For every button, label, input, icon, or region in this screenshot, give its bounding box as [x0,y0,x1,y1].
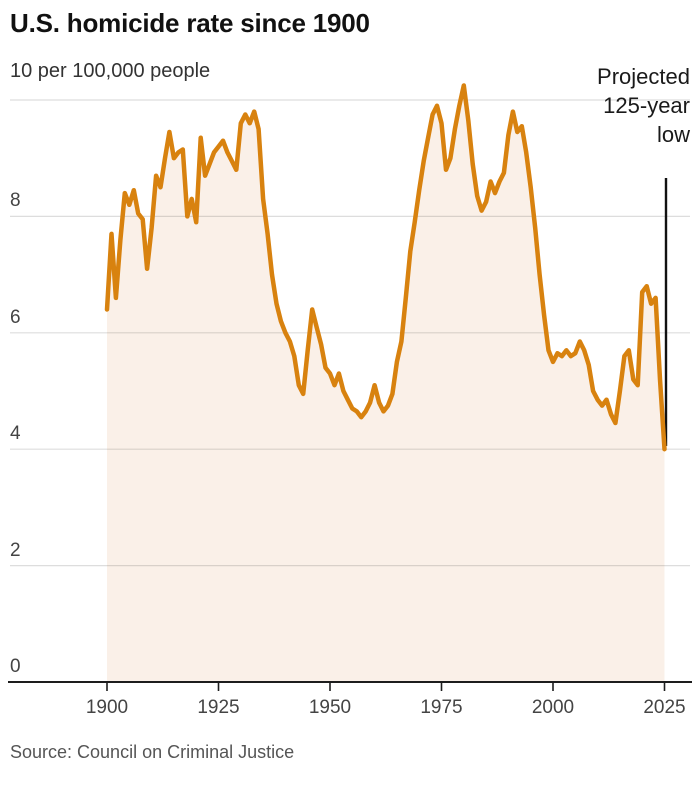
x-tick-label-1950: 1950 [308,697,352,718]
y-tick-label-0: 0 [10,656,21,677]
x-tick-label-2025: 2025 [643,697,686,718]
x-tick-label-1900: 1900 [85,697,129,718]
y-tick-label-6: 6 [10,306,21,328]
area-fill [107,85,665,682]
projected-low-annotation: Projected 125-year low [597,62,690,149]
annotation-line-3: low [656,122,690,147]
x-tick-label-1975: 1975 [420,697,463,718]
page-title: U.S. homicide rate since 1900 [10,8,370,38]
homicide-rate-line [104,83,667,452]
x-tick-label-2000: 2000 [531,697,575,718]
x-tick-label-1925: 1925 [197,697,240,718]
y-tick-label-2: 2 [10,539,21,561]
y-axis-unit-label: 10 per 100,000 people [10,60,211,82]
annotation-line-1: Projected [597,64,690,89]
source-credit: Source: Council on Criminal Justice [10,742,295,762]
y-tick-label-4: 4 [10,423,21,445]
y-tick-label-8: 8 [10,190,21,212]
annotation-line-2: 125-year [603,93,690,118]
